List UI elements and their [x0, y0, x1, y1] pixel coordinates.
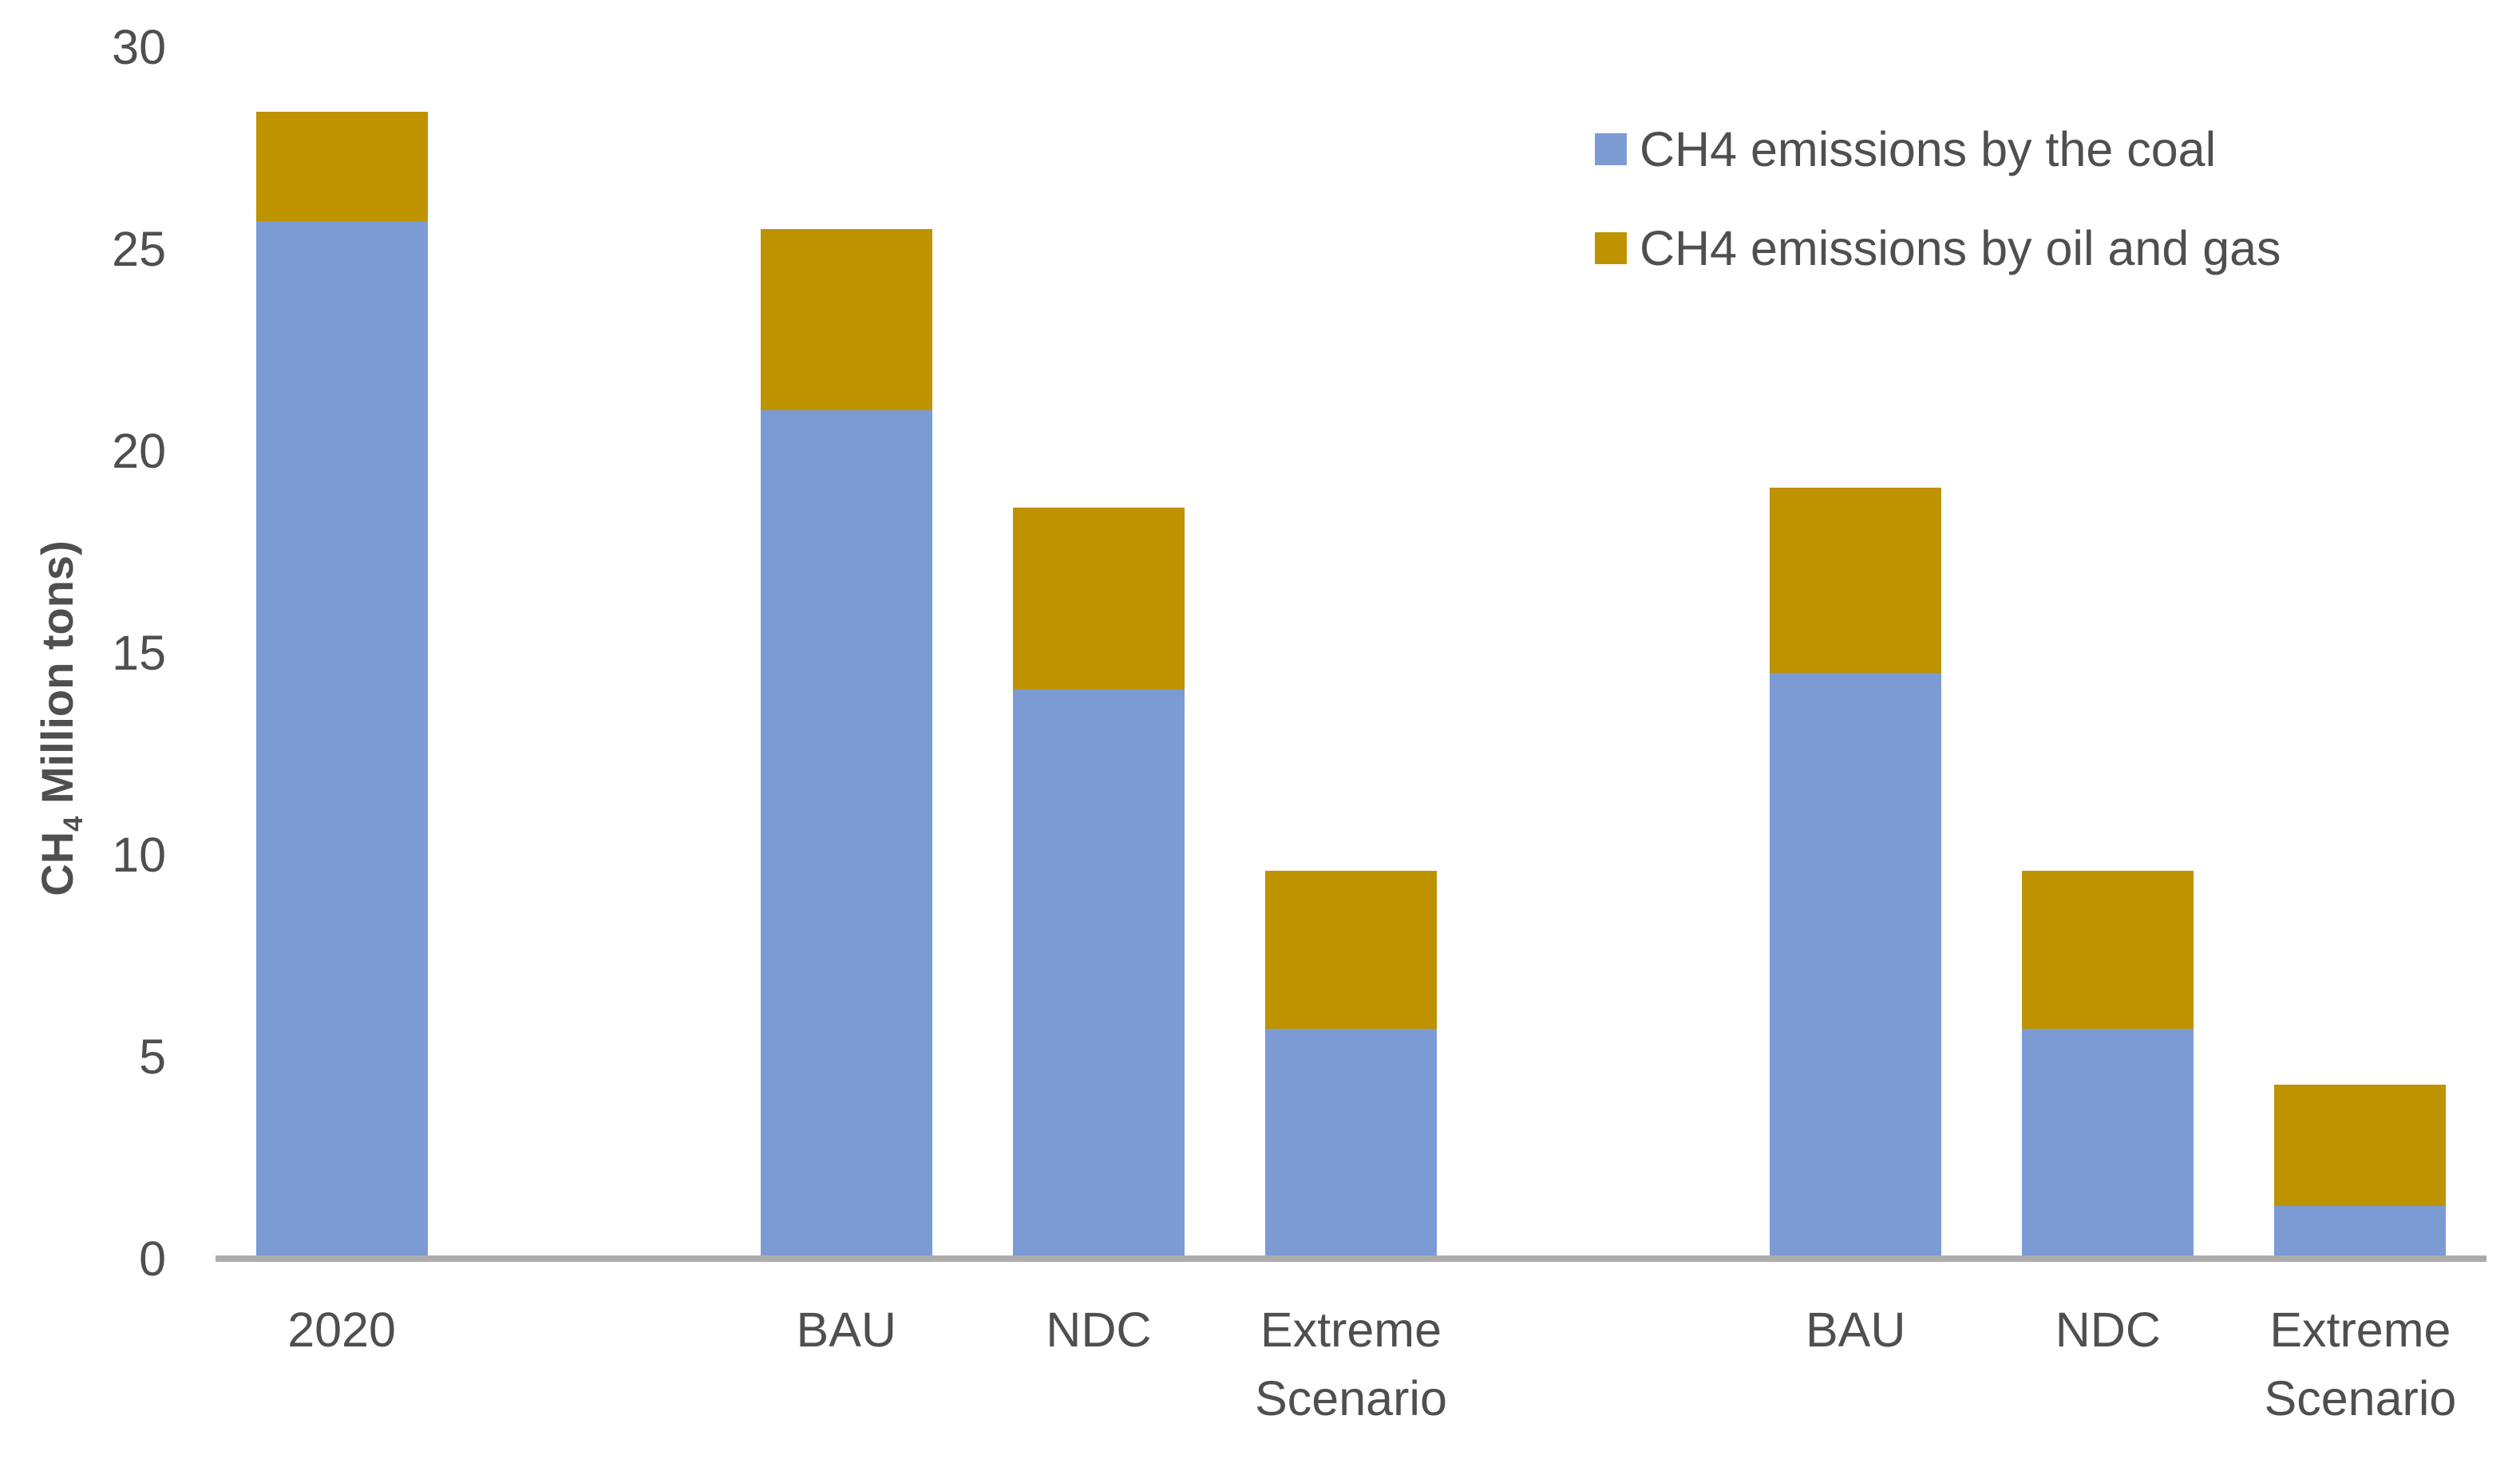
bar-segment-oil-gas [1265, 871, 1437, 1029]
x-axis-label: Extreme Scenario [1255, 1303, 1447, 1425]
bar-segment-oil-gas [1770, 487, 1942, 674]
category-slot [1224, 47, 1477, 1259]
category-slot [468, 47, 720, 1259]
x-axis-label: BAU [796, 1303, 896, 1357]
bar-segment-coal [1012, 689, 1185, 1259]
bar-segment-coal [255, 220, 428, 1259]
stacked-bar [255, 111, 428, 1259]
legend-label-coal: CH4 emissions by the coal [1640, 122, 2217, 176]
x-axis-line [216, 1255, 2486, 1262]
y-axis-ticks: 0 5 10 15 20 25 30 [0, 0, 166, 1459]
legend-item-oil-gas: CH4 emissions by oil and gas [1595, 215, 2281, 282]
bar-segment-coal [2274, 1206, 2447, 1259]
y-tick-label: 25 [112, 222, 166, 276]
x-axis-label: NDC [2055, 1303, 2161, 1357]
x-axis-label-empty [1478, 1295, 1730, 1433]
category-slot [216, 47, 468, 1259]
x-axis-label: 2020 [287, 1303, 396, 1357]
y-tick-label: 5 [139, 1030, 166, 1084]
bar-segment-oil-gas [2022, 871, 2194, 1029]
bar-segment-coal [2022, 1028, 2194, 1259]
stacked-bar [1265, 871, 1437, 1259]
x-axis-label: BAU [1805, 1303, 1906, 1357]
bar-segment-oil-gas [255, 111, 428, 221]
legend-label-oil-gas: CH4 emissions by oil and gas [1640, 221, 2281, 275]
bar-segment-coal [1265, 1028, 1437, 1259]
x-axis-label: Extreme Scenario [2264, 1303, 2457, 1425]
legend-marker-oil-gas-icon [1595, 232, 1627, 264]
legend-marker-coal-icon [1595, 133, 1627, 165]
bar-segment-oil-gas [2274, 1085, 2447, 1207]
category-slot [972, 47, 1224, 1259]
stacked-bar [2274, 1085, 2447, 1259]
stacked-bar [2022, 871, 2194, 1259]
x-axis-labels: 2020 BAU NDC Extreme Scenario BAU NDC Extreme … [216, 1295, 2486, 1433]
bar-segment-oil-gas [760, 228, 932, 411]
x-axis-label-empty [468, 1295, 720, 1433]
x-axis-label: NDC [1046, 1303, 1152, 1357]
stacked-bar [760, 228, 932, 1259]
y-tick-label: 20 [112, 424, 166, 478]
plot-area [216, 47, 2486, 1259]
legend: CH4 emissions by the coal CH4 emissions … [1595, 116, 2281, 314]
bar-segment-oil-gas [1012, 507, 1185, 690]
stacked-bar [1770, 487, 1942, 1259]
legend-item-coal: CH4 emissions by the coal [1595, 116, 2281, 183]
stacked-bar [1012, 507, 1185, 1259]
y-tick-label: 10 [112, 828, 166, 882]
bar-segment-coal [760, 410, 932, 1259]
y-tick-label: 15 [112, 626, 166, 680]
y-tick-label: 0 [139, 1232, 166, 1286]
category-slot [1730, 47, 1982, 1259]
bar-segment-coal [1770, 673, 1942, 1259]
category-slot [1982, 47, 2234, 1259]
y-tick-label: 30 [112, 20, 166, 74]
category-slot [720, 47, 972, 1259]
category-slot [2234, 47, 2486, 1259]
